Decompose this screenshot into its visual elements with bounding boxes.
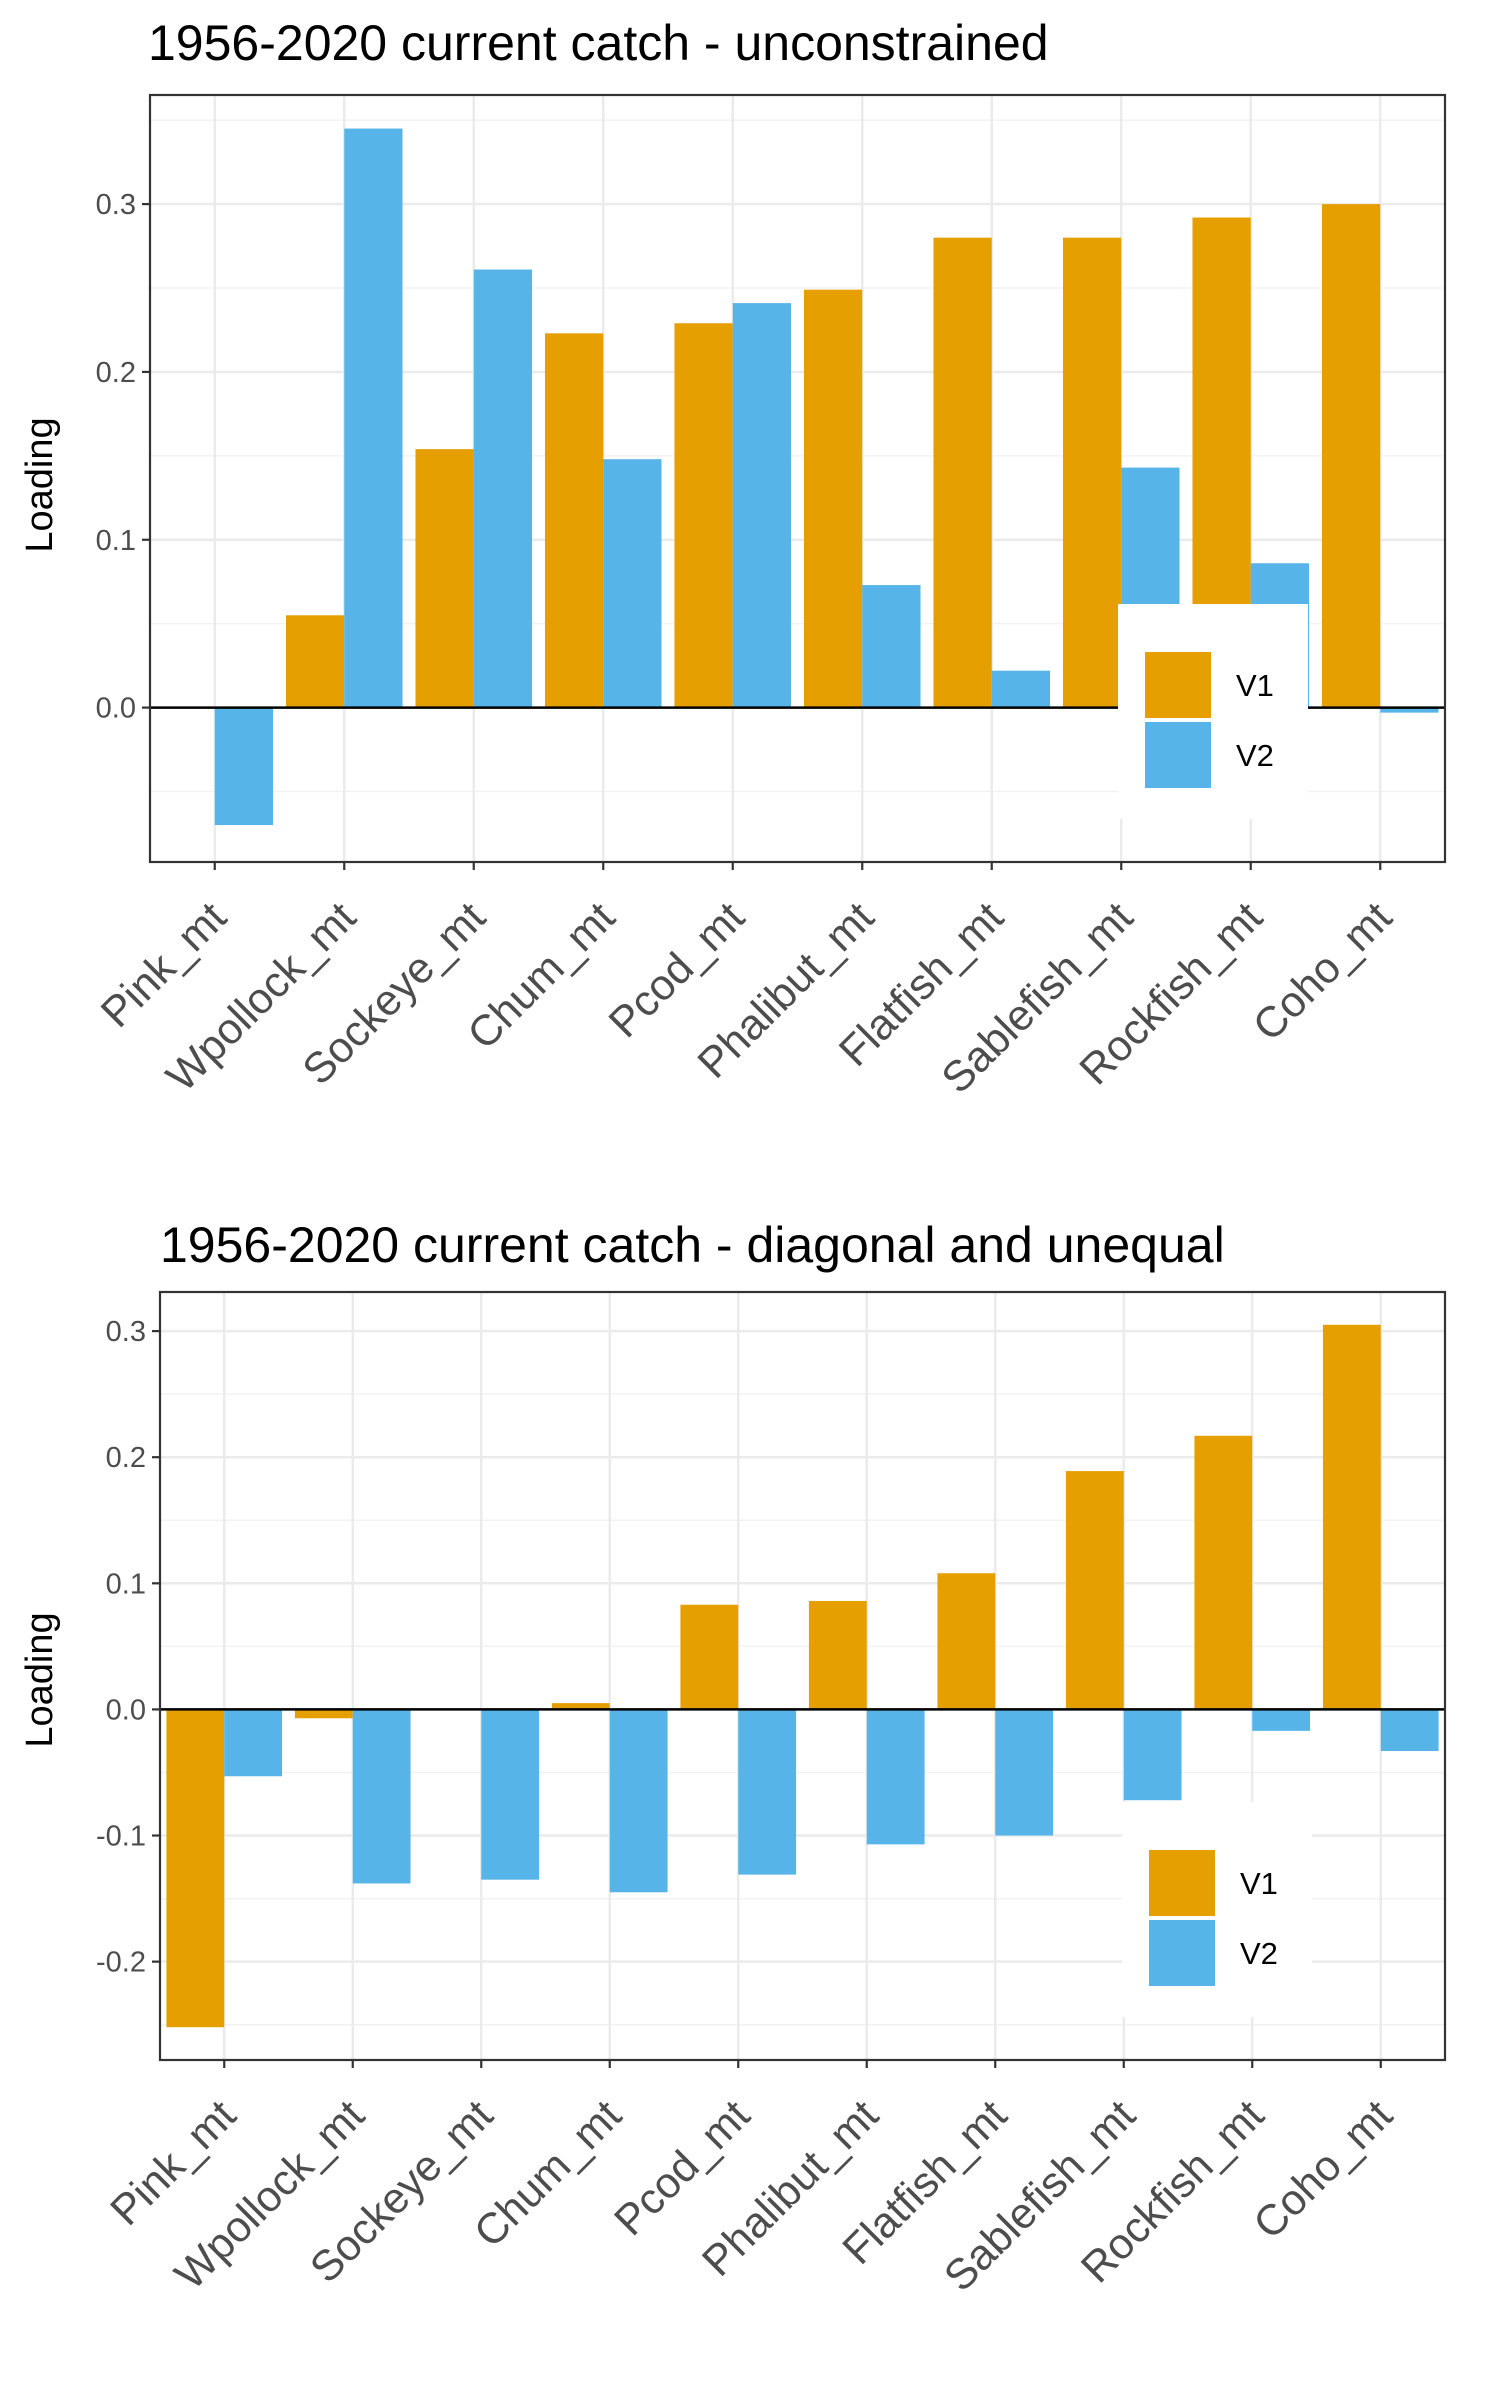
bar-v2-pcod-mt: [738, 1709, 797, 1875]
bar-v2-sockeye-mt: [473, 269, 533, 708]
bar-v1-sockeye-mt: [415, 449, 474, 708]
bar-v1-pcod-mt: [680, 1604, 739, 1710]
bar-v2-chum-mt: [609, 1709, 668, 1893]
bar-v2-pink-mt: [214, 707, 274, 826]
bar-v1-phalibut-mt: [808, 1600, 867, 1710]
bar-v1-pink-mt: [166, 1709, 225, 2028]
y-tick-label: 0.3: [96, 189, 136, 221]
chart-2-ylabel: Loading: [19, 1612, 61, 1747]
chart-1-ylabel: Loading: [19, 417, 61, 552]
bar-v2-sockeye-mt: [481, 1709, 540, 1880]
bar-v1-sablefish-mt: [1065, 1471, 1124, 1710]
chart-2: 1956-2020 current catch - diagonal and u…: [19, 1217, 1447, 2301]
chart-1: 1956-2020 current catch - unconstrained …: [19, 15, 1447, 1103]
legend-key-v1: [1145, 652, 1211, 718]
bar-v2-pcod-mt: [732, 303, 792, 708]
bar-v2-flatfish-mt: [991, 670, 1051, 708]
y-tick-label: 0.0: [106, 1694, 146, 1726]
x-tick-label: Coho_mt: [1245, 2091, 1402, 2248]
bar-v2-phalibut-mt: [862, 585, 921, 708]
bar-v1-wpollock-mt: [294, 1709, 353, 1719]
bar-v2-sablefish-mt: [1123, 1709, 1182, 1801]
legend-label-v1: V1: [1240, 1866, 1278, 1901]
bar-v1-rockfish-mt: [1194, 1435, 1253, 1710]
bar-v2-wpollock-mt: [344, 128, 403, 708]
legend-key-v1: [1149, 1850, 1215, 1916]
bar-v2-coho-mt: [1380, 707, 1439, 713]
bar-v1-phalibut-mt: [803, 289, 863, 708]
legend: V1 V2: [1118, 604, 1308, 819]
bar-v1-flatfish-mt: [937, 1573, 996, 1710]
y-tick-label: 0.2: [96, 357, 136, 389]
y-tick-label: 0.0: [96, 693, 136, 725]
y-tick-label: 0.2: [106, 1442, 146, 1474]
bar-v1-flatfish-mt: [933, 237, 992, 708]
x-tick-label: Coho_mt: [1244, 893, 1401, 1050]
chart-1-title: 1956-2020 current catch - unconstrained: [148, 15, 1049, 71]
legend-label-v2: V2: [1236, 738, 1274, 773]
bar-v1-chum-mt: [551, 1703, 610, 1710]
legend-label-v1: V1: [1236, 668, 1274, 703]
plot-border: [158, 1290, 1447, 2062]
y-tick-label: 0.3: [106, 1316, 146, 1348]
y-tick-label: 0.1: [106, 1568, 146, 1600]
bar-v1-pcod-mt: [674, 323, 733, 708]
y-tick-label: 0.1: [96, 525, 136, 557]
bar-v1-chum-mt: [544, 333, 604, 708]
legend-key-v2: [1149, 1920, 1215, 1986]
legend-key-v2: [1145, 722, 1211, 788]
bar-v2-wpollock-mt: [352, 1709, 411, 1884]
bar-v2-coho-mt: [1380, 1709, 1439, 1752]
legend-label-v2: V2: [1240, 1936, 1278, 1971]
chart-2-plot: -0.2-0.10.00.10.20.3Pink_mtWpollock_mtSo…: [96, 1290, 1447, 2301]
legend: V1 V2: [1122, 1802, 1312, 2017]
bar-v1-coho-mt: [1322, 1324, 1381, 1710]
plot-border: [148, 93, 1447, 864]
bar-v2-chum-mt: [603, 459, 662, 708]
chart-2-title: 1956-2020 current catch - diagonal and u…: [160, 1217, 1225, 1273]
bar-v2-phalibut-mt: [866, 1709, 925, 1845]
y-tick-label: -0.1: [96, 1821, 146, 1853]
bar-v1-wpollock-mt: [285, 615, 345, 708]
y-tick-label: -0.2: [96, 1947, 146, 1979]
bar-v1-coho-mt: [1321, 204, 1381, 708]
chart-1-plot: 0.00.10.20.3Pink_mtWpollock_mtSockeye_mt…: [92, 93, 1447, 1103]
bar-v2-flatfish-mt: [995, 1709, 1054, 1836]
bar-v2-pink-mt: [224, 1709, 283, 1777]
bar-v2-rockfish-mt: [1252, 1709, 1311, 1731]
bar-v1-sablefish-mt: [1062, 237, 1122, 708]
